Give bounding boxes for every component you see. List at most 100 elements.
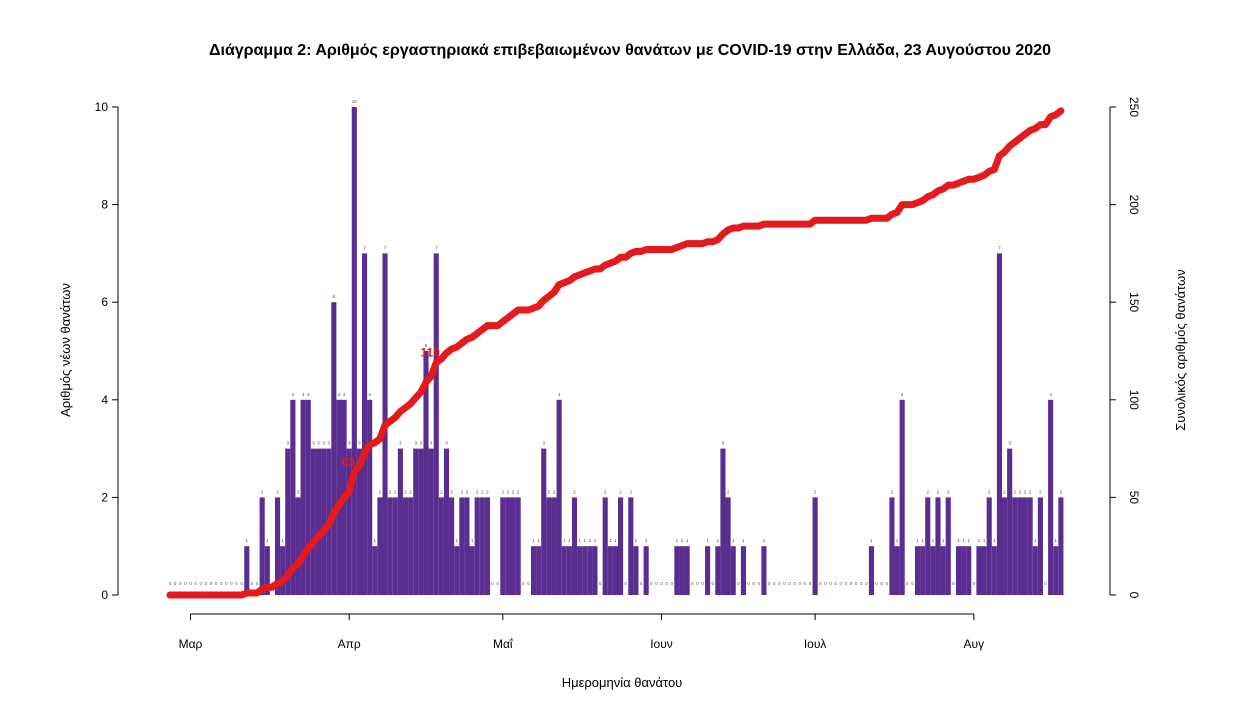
cumulative-point [412, 394, 420, 402]
bar-value-label: 1 [568, 538, 571, 543]
bar-value-label: 5 [425, 343, 428, 348]
bar-value-label: 4 [343, 392, 346, 397]
cumulative-point [878, 214, 885, 222]
bar-value-label: 4 [1049, 392, 1052, 397]
bar-value-label: 2 [1014, 489, 1017, 494]
bar [459, 497, 465, 595]
cumulative-point [540, 296, 548, 304]
bar [264, 546, 270, 595]
bar-value-label: 2 [404, 489, 407, 494]
bar [546, 497, 552, 595]
bar [244, 546, 250, 595]
cumulative-point [443, 349, 450, 357]
bar [418, 448, 424, 595]
cumulative-point [571, 273, 578, 281]
cumulative-point [842, 216, 850, 224]
cumulative-point [647, 246, 655, 253]
cumulative-point [361, 449, 368, 456]
zero-value-label: 0 [845, 581, 848, 586]
cumulative-point [745, 222, 752, 230]
bar-value-label: 1 [993, 538, 996, 543]
cumulative-point [202, 591, 210, 599]
x-tick-label: Ιουν [650, 637, 673, 651]
bar [367, 399, 373, 595]
cumulative-point [330, 509, 338, 517]
bar-value-label: 2 [394, 489, 397, 494]
cumulative-point [304, 544, 312, 552]
bar-value-label: 1 [635, 538, 638, 543]
bar-value-label: 1 [246, 538, 249, 543]
bar [761, 546, 767, 595]
cumulative-annotation: 63 [342, 455, 356, 469]
cumulative-point [775, 220, 783, 228]
cumulative-point [688, 240, 696, 247]
bar-value-label: 1 [471, 538, 474, 543]
cumulative-point [176, 591, 184, 599]
bar [280, 546, 286, 595]
bar-value-label: 2 [988, 489, 991, 494]
cumulative-point [975, 173, 983, 181]
cumulative-point [166, 591, 174, 599]
zero-value-label: 0 [865, 581, 868, 586]
bar [618, 497, 624, 595]
bar [536, 546, 542, 595]
bar [387, 497, 393, 595]
cumulative-point [607, 259, 614, 267]
bar [607, 546, 613, 595]
cumulative-point [345, 488, 353, 495]
bar [331, 302, 337, 595]
y-axis-title-right: Συνολικός αριθμός θανάτων [1173, 269, 1188, 430]
zero-value-label: 0 [793, 581, 796, 586]
bar [991, 546, 997, 595]
cumulative-point [182, 591, 189, 599]
bar [986, 497, 992, 595]
cumulative-point [171, 591, 179, 599]
bar-value-label: 3 [322, 441, 325, 446]
cumulative-point [724, 226, 732, 234]
bar-value-label: 2 [937, 489, 940, 494]
bar-value-label: 1 [609, 538, 612, 543]
bar-value-label: 1 [932, 538, 935, 543]
cumulative-point [796, 220, 804, 228]
bar-value-label: 1 [537, 538, 540, 543]
bar [566, 546, 572, 595]
bar-value-label: 7 [435, 245, 438, 250]
cumulative-point [566, 277, 573, 285]
cumulative-point [985, 168, 993, 175]
cumulative-point [248, 589, 256, 597]
bar [705, 546, 711, 595]
bar [577, 546, 583, 595]
cumulative-point [391, 414, 399, 421]
y-tick-label-left: 10 [95, 100, 109, 114]
cumulative-point [243, 589, 251, 597]
bar [392, 497, 398, 595]
cumulative-point [407, 400, 414, 408]
cumulative-point [709, 238, 717, 245]
bar [961, 546, 967, 595]
cumulative-point [801, 220, 809, 228]
cumulative-point [735, 224, 742, 232]
cumulative-point [187, 591, 194, 599]
cumulative-point [929, 191, 937, 199]
bar-value-label: 4 [368, 392, 371, 397]
cumulative-point [371, 439, 379, 447]
cumulative-point [233, 591, 240, 599]
zero-value-label: 0 [1044, 581, 1047, 586]
cumulative-point [622, 254, 629, 261]
cumulative-point [955, 179, 962, 187]
bar-value-label: 3 [415, 441, 418, 446]
bar-value-label: 4 [558, 392, 561, 397]
zero-value-label: 0 [184, 581, 187, 586]
bar [300, 399, 306, 595]
cumulative-point [212, 591, 220, 599]
bar-value-label: 1 [942, 538, 945, 543]
cumulative-point [909, 201, 916, 208]
zero-value-label: 0 [799, 581, 802, 586]
bar-value-label: 1 [732, 538, 735, 543]
cumulative-point [386, 417, 394, 425]
zero-value-label: 0 [880, 581, 883, 586]
bar-value-label: 2 [573, 489, 576, 494]
cumulative-point [351, 468, 358, 476]
bar [945, 497, 951, 595]
bar-value-label: 3 [358, 441, 361, 446]
